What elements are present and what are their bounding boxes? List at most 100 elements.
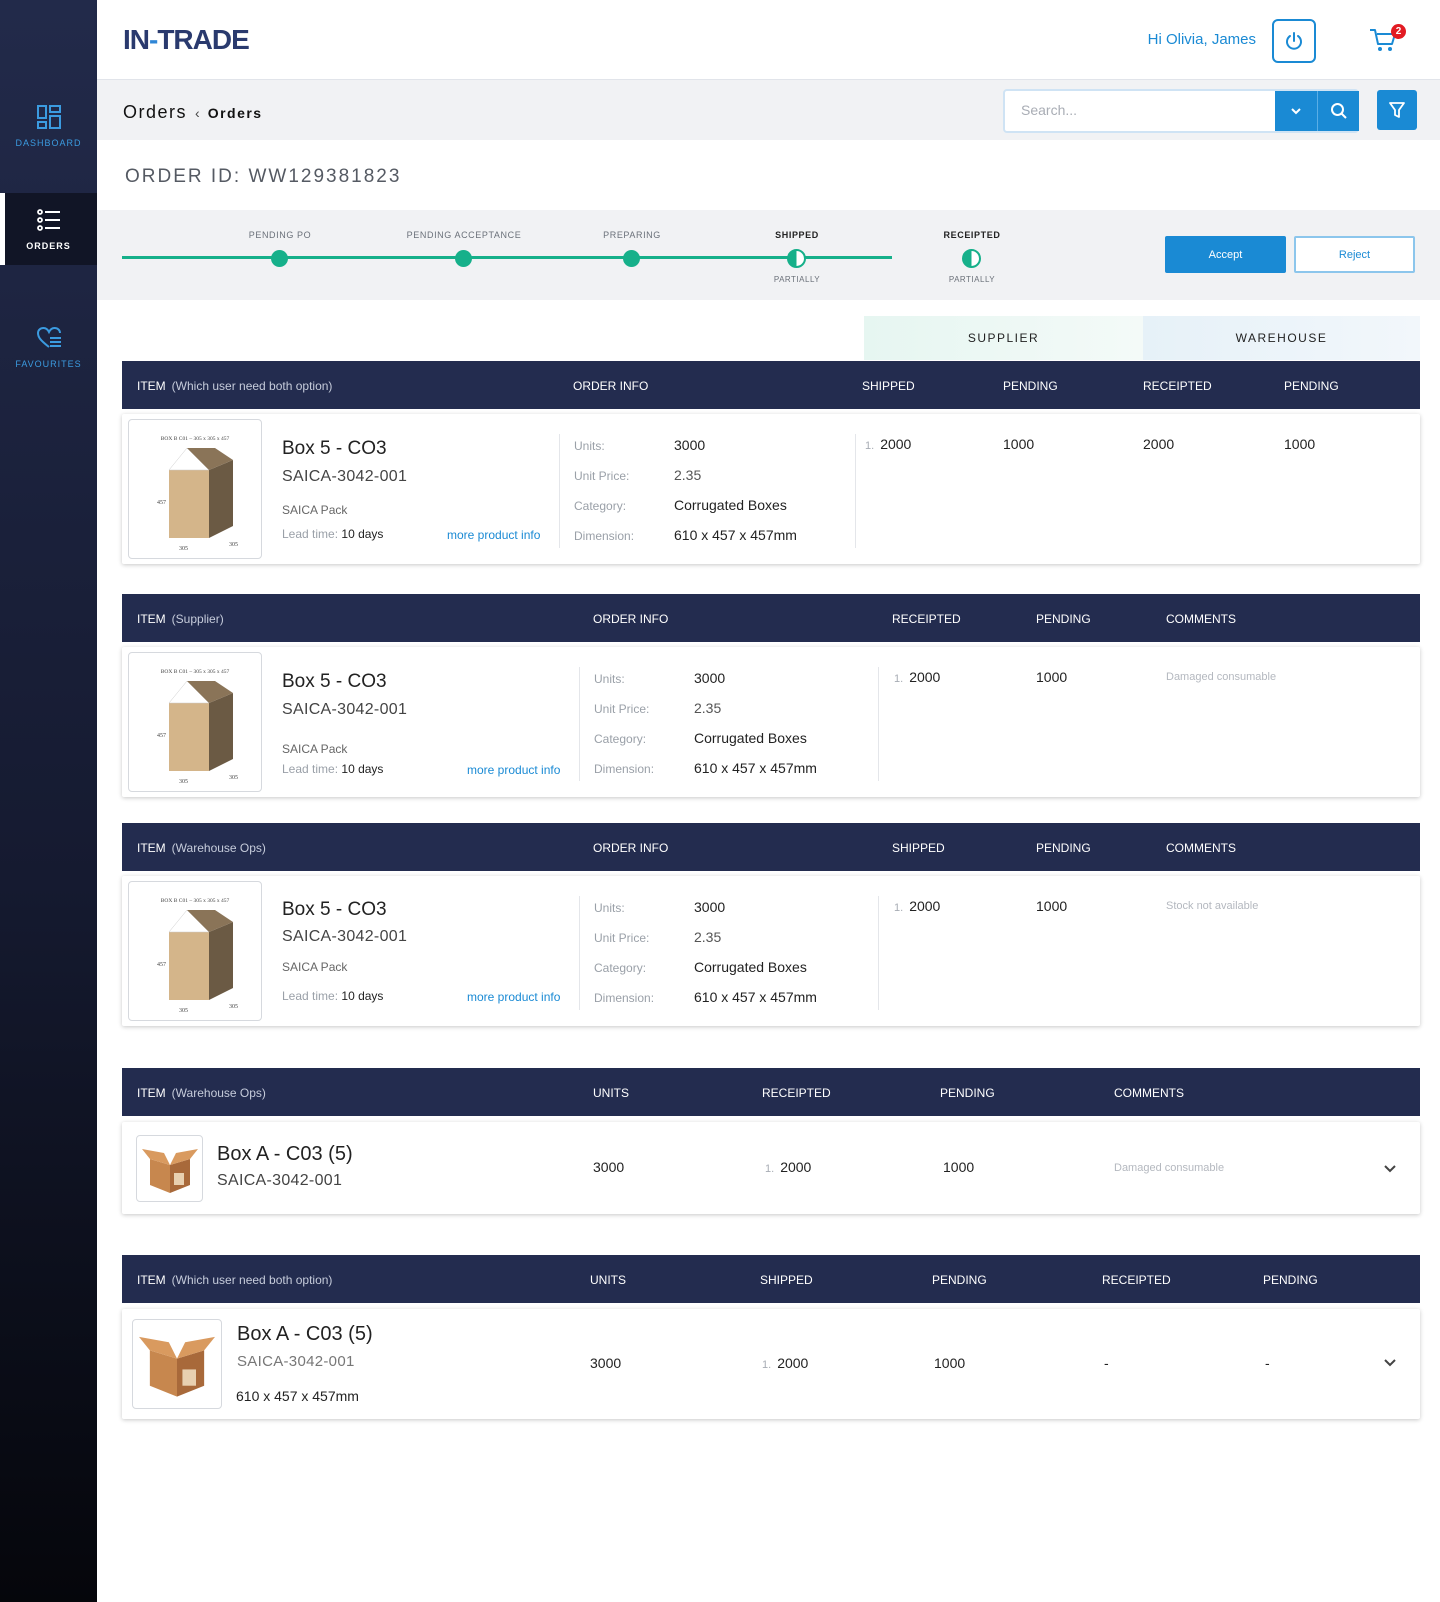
pending-value: 1000 xyxy=(1003,436,1035,452)
col-pending: PENDING xyxy=(1036,841,1091,855)
shipped-qty: 2000 xyxy=(909,898,941,914)
product-lead-time: Lead time: 10 days xyxy=(282,989,383,1003)
product-thumbnail[interactable]: BOX B C01 – 305 x 305 x 457 457 305 305 xyxy=(128,881,262,1021)
product-thumbnail[interactable] xyxy=(136,1135,203,1202)
breadcrumb-current: Orders xyxy=(207,104,263,121)
step-label: RECEIPTED xyxy=(943,230,1001,240)
product-sku: SAICA-3042-001 xyxy=(237,1353,355,1370)
order-progress: PENDING PO PENDING ACCEPTANCE PREPARING … xyxy=(97,210,1440,300)
col-comments: COMMENTS xyxy=(1166,841,1236,855)
product-vendor: SAICA Pack xyxy=(282,960,348,974)
unit-price-label: Unit Price: xyxy=(574,469,630,483)
dimension-label: Dimension: xyxy=(574,529,635,543)
search-box xyxy=(1003,89,1359,133)
open-cardboard-box-icon xyxy=(139,1336,215,1397)
step-label: SHIPPED xyxy=(775,230,819,240)
dimension-label: Dimension: xyxy=(594,762,655,776)
row-index: 1. xyxy=(765,1163,775,1175)
receipted-value: 1. 2000 xyxy=(894,669,940,685)
product-thumbnail[interactable]: BOX B C01 – 305 x 305 x 457 457 305 305 xyxy=(128,419,262,559)
col-item: ITEM (Warehouse Ops) xyxy=(137,841,266,855)
user-greeting[interactable]: Hi Olivia, James xyxy=(1147,31,1256,48)
chevron-down-icon[interactable] xyxy=(1382,1160,1398,1176)
search-input[interactable] xyxy=(1021,102,1261,118)
receipted-qty: 2000 xyxy=(909,669,941,685)
col-receipted: RECEIPTED xyxy=(1102,1273,1171,1287)
table-header: ITEM (Warehouse Ops) UNITS RECEIPTED PEND… xyxy=(122,1068,1420,1116)
tab-supplier[interactable]: SUPPLIER xyxy=(864,316,1143,360)
col-units: UNITS xyxy=(593,1086,629,1100)
category-value: Corrugated Boxes xyxy=(694,959,807,975)
search-button[interactable] xyxy=(1317,91,1359,131)
box-diagram-icon: BOX B C01 – 305 x 305 x 457 457 305 305 xyxy=(157,669,238,785)
sub-header: Orders ‹ Orders xyxy=(97,80,1440,140)
product-vendor: SAICA Pack xyxy=(282,503,348,517)
comment-text: Damaged consumable xyxy=(1114,1162,1225,1174)
step-dot-complete xyxy=(623,250,640,267)
sidebar-item-dashboard[interactable]: DASHBOARD xyxy=(0,90,97,162)
pending-value: 1000 xyxy=(1284,436,1316,452)
table-row: BOX B C01 – 305 x 305 x 457 457 305 305 … xyxy=(122,647,1420,797)
col-units: UNITS xyxy=(590,1273,626,1287)
more-product-info-link[interactable]: more product info xyxy=(447,528,541,542)
breadcrumb-separator: ‹ xyxy=(195,104,200,121)
more-product-info-link[interactable]: more product info xyxy=(467,763,561,777)
comment-text: Stock not available xyxy=(1166,900,1259,912)
product-name: Box A - C03 (5) xyxy=(217,1143,353,1165)
step-label: PENDING ACCEPTANCE xyxy=(406,230,522,240)
logout-button[interactable] xyxy=(1272,19,1316,63)
col-comments: COMMENTS xyxy=(1166,612,1236,626)
chevron-down-icon[interactable] xyxy=(1382,1354,1398,1370)
breadcrumb-root[interactable]: Orders xyxy=(123,102,188,122)
col-receipted: RECEIPTED xyxy=(892,612,961,626)
filter-button[interactable] xyxy=(1377,90,1417,130)
product-thumbnail[interactable]: BOX B C01 – 305 x 305 x 457 457 305 305 xyxy=(128,652,262,792)
logo[interactable]: IN-TRADE xyxy=(123,24,250,56)
accept-button[interactable]: Accept xyxy=(1165,236,1286,273)
pending-value: - xyxy=(1265,1355,1270,1371)
step-sub-label: PARTIALLY xyxy=(773,275,821,284)
col-item-label: ITEM xyxy=(137,841,166,855)
reject-button[interactable]: Reject xyxy=(1294,236,1415,273)
col-item-label: ITEM xyxy=(137,379,166,393)
shipped-value: 1. 2000 xyxy=(865,436,911,452)
lead-time-value: 10 days xyxy=(341,527,384,541)
step-dot-partial xyxy=(962,249,981,268)
sidebar-item-favourites[interactable]: FAVOURITES xyxy=(0,311,97,383)
col-item: ITEM (Supplier) xyxy=(137,612,224,626)
cart-button[interactable]: 2 xyxy=(1368,24,1406,56)
table-header: ITEM (Which user need both option) UNITS … xyxy=(122,1255,1420,1303)
divider xyxy=(559,434,560,548)
col-pending: PENDING xyxy=(1263,1273,1318,1287)
category-label: Category: xyxy=(574,499,627,513)
tab-warehouse[interactable]: WAREHOUSE xyxy=(1143,316,1420,360)
divider xyxy=(878,667,879,781)
dimension-value: 610 x 457 x 457mm xyxy=(694,760,817,776)
product-sku: SAICA-3042-001 xyxy=(217,1172,343,1189)
sidebar: DASHBOARD ORDERS FAVOURITES xyxy=(0,0,97,1602)
col-shipped: SHIPPED xyxy=(760,1273,813,1287)
table-header: ITEM (Which user need both option) ORDER … xyxy=(122,361,1420,409)
product-sku: SAICA-3042-001 xyxy=(282,928,408,945)
units-value: 3000 xyxy=(694,899,726,915)
lead-time-label: Lead time: xyxy=(282,989,339,1003)
pending-value: 1000 xyxy=(1036,898,1068,914)
sidebar-item-orders[interactable]: ORDERS xyxy=(0,193,97,265)
power-icon xyxy=(1286,32,1302,50)
dimension-label: Dimension: xyxy=(594,991,655,1005)
col-order-info: ORDER INFO xyxy=(593,841,669,855)
row-index: 1. xyxy=(762,1359,772,1371)
more-product-info-link[interactable]: more product info xyxy=(467,990,561,1004)
category-label: Category: xyxy=(594,732,647,746)
divider xyxy=(878,896,879,1010)
pending-value: 1000 xyxy=(1036,669,1068,685)
search-dropdown-button[interactable] xyxy=(1275,91,1317,131)
product-thumbnail[interactable] xyxy=(132,1319,222,1409)
product-lead-time: Lead time: 10 days xyxy=(282,762,383,776)
col-item: ITEM (Which user need both option) xyxy=(137,1273,332,1287)
units-value: 3000 xyxy=(674,437,706,453)
unit-price-label: Unit Price: xyxy=(594,931,650,945)
unit-price-value: 2.35 xyxy=(694,700,722,716)
unit-price-value: 2.35 xyxy=(674,467,702,483)
